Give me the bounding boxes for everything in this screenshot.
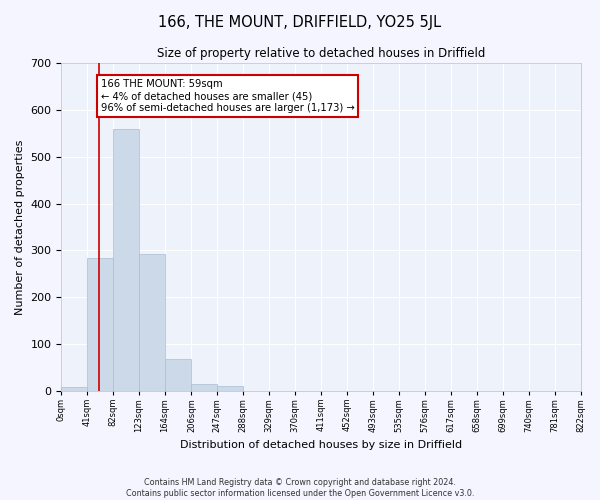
Bar (87, 258, 113, 391)
Title: Size of property relative to detached houses in Driffield: Size of property relative to detached ho… (157, 48, 485, 60)
Bar (139, 254, 165, 391)
Bar (113, 128, 139, 391)
Bar (191, 384, 217, 391)
Text: 166, THE MOUNT, DRIFFIELD, YO25 5JL: 166, THE MOUNT, DRIFFIELD, YO25 5JL (158, 15, 442, 30)
Bar (165, 359, 191, 391)
Bar (61, 387, 87, 391)
Text: 166 THE MOUNT: 59sqm
← 4% of detached houses are smaller (45)
96% of semi-detach: 166 THE MOUNT: 59sqm ← 4% of detached ho… (101, 80, 355, 112)
X-axis label: Distribution of detached houses by size in Driffield: Distribution of detached houses by size … (180, 440, 462, 450)
Y-axis label: Number of detached properties: Number of detached properties (15, 140, 25, 314)
Text: Contains HM Land Registry data © Crown copyright and database right 2024.
Contai: Contains HM Land Registry data © Crown c… (126, 478, 474, 498)
Bar (217, 386, 243, 391)
